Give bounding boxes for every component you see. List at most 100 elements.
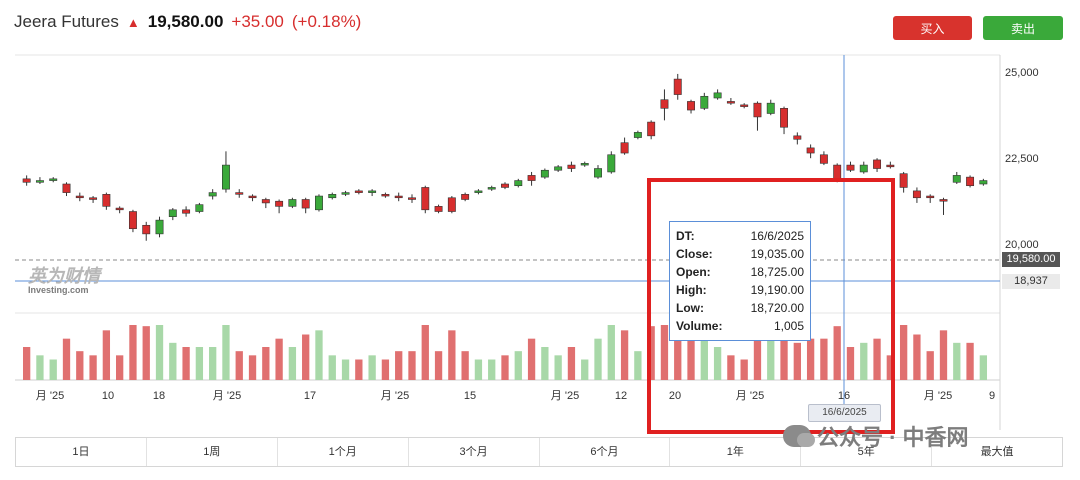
candle-body[interactable] — [806, 147, 815, 154]
candle-body[interactable] — [594, 168, 602, 178]
candle-body[interactable] — [235, 192, 244, 195]
candle-body[interactable] — [35, 180, 44, 183]
candle-body[interactable] — [580, 163, 589, 166]
candle-body[interactable] — [434, 206, 443, 212]
candle-body[interactable] — [740, 104, 749, 107]
candle-body[interactable] — [248, 195, 257, 199]
candle-body[interactable] — [886, 164, 895, 168]
candle-body[interactable] — [328, 194, 337, 199]
x-tick-label: 月 '25 — [381, 390, 409, 402]
candle-body[interactable] — [673, 78, 682, 95]
candle-body[interactable] — [222, 164, 230, 190]
candle-body[interactable] — [275, 200, 284, 207]
period-1d[interactable]: 1日 — [16, 438, 147, 466]
candle-body[interactable] — [713, 92, 722, 99]
candle-body[interactable] — [726, 101, 735, 104]
candle-body[interactable] — [49, 178, 58, 181]
candle-body[interactable] — [700, 95, 709, 109]
candle-body[interactable] — [447, 197, 456, 212]
candle-body[interactable] — [607, 154, 616, 173]
period-1y[interactable]: 1年 — [670, 438, 802, 466]
candle-body[interactable] — [208, 192, 217, 197]
candle-body[interactable] — [381, 194, 390, 197]
candle-body[interactable] — [952, 175, 961, 183]
candle-body[interactable] — [780, 108, 788, 128]
price-change-percent: (+0.18%) — [291, 12, 362, 31]
period-1w[interactable]: 1周 — [147, 438, 278, 466]
volume-bar — [315, 330, 323, 380]
candle-body[interactable] — [142, 224, 151, 235]
candle-body[interactable] — [687, 101, 695, 111]
candle-body[interactable] — [408, 197, 416, 200]
candle-body[interactable] — [301, 199, 310, 209]
candle-body[interactable] — [89, 197, 98, 200]
candle-body[interactable] — [793, 135, 802, 140]
candle-body[interactable] — [461, 194, 470, 200]
candle-body[interactable] — [487, 187, 496, 190]
period-5y[interactable]: 5年 — [801, 438, 933, 466]
volume-bar — [740, 359, 748, 380]
candle-body[interactable] — [647, 121, 656, 137]
candle-body[interactable] — [527, 175, 536, 181]
sell-button[interactable]: 卖出 — [983, 16, 1063, 40]
x-tick-label: 10 — [102, 390, 114, 402]
candle-body[interactable] — [873, 159, 882, 169]
candle-body[interactable] — [341, 192, 350, 195]
candle-body[interactable] — [620, 142, 629, 154]
candle-body[interactable] — [474, 190, 483, 193]
candle-body[interactable] — [979, 180, 988, 185]
volume-bar — [434, 351, 443, 380]
candle-body[interactable] — [819, 154, 828, 164]
candle-body[interactable] — [315, 195, 323, 211]
volume-bar — [700, 330, 708, 380]
candle-body[interactable] — [288, 199, 297, 207]
volume-bar — [581, 359, 589, 380]
candle-body[interactable] — [912, 190, 921, 199]
candle-body[interactable] — [62, 183, 71, 193]
candle-body[interactable] — [833, 164, 842, 180]
candle-body[interactable] — [22, 178, 31, 183]
candle-body[interactable] — [155, 219, 164, 235]
x-axis-ticks: 月 '25 10 18 月 '25 17 月 '25 15 月 '25 12 20 月 '25 16 月… — [36, 390, 995, 402]
period-3m[interactable]: 3个月 — [409, 438, 540, 466]
volume-bar — [209, 347, 217, 380]
candle-body[interactable] — [753, 102, 762, 118]
volume-bar — [727, 355, 735, 380]
period-6m[interactable]: 6个月 — [540, 438, 671, 466]
candle-body[interactable] — [514, 180, 523, 187]
candle-body[interactable] — [859, 164, 868, 173]
candle-body[interactable] — [567, 164, 576, 169]
candle-body[interactable] — [540, 169, 549, 178]
wechat-account-text: 公众号 · 中香网 — [817, 425, 969, 450]
candle-body[interactable] — [939, 199, 948, 202]
volume-bar — [979, 355, 988, 380]
candle-body[interactable] — [501, 183, 509, 188]
up-arrow-icon: ▲ — [126, 14, 140, 30]
candle-body[interactable] — [115, 207, 124, 211]
candle-body[interactable] — [102, 194, 111, 207]
candle-body[interactable] — [926, 195, 935, 199]
candle-body[interactable] — [368, 190, 377, 193]
period-max[interactable]: 最大值 — [980, 446, 1014, 458]
candle-body[interactable] — [554, 166, 563, 171]
candle-body[interactable] — [261, 199, 270, 204]
candle-body[interactable] — [168, 209, 177, 217]
candle-body[interactable] — [354, 190, 363, 193]
candle-body[interactable] — [394, 195, 403, 199]
candle-body[interactable] — [660, 99, 669, 109]
candle-body[interactable] — [195, 204, 204, 212]
candle-body[interactable] — [128, 211, 137, 230]
candle-body[interactable] — [846, 164, 855, 171]
candle-body[interactable] — [966, 176, 975, 187]
candle-body[interactable] — [899, 173, 908, 188]
tooltip-row-high: High: 19,190.00 — [676, 283, 804, 297]
candle-body[interactable] — [75, 195, 84, 199]
candle-body[interactable] — [421, 187, 430, 211]
candle-body[interactable] — [633, 132, 642, 138]
candle-body[interactable] — [182, 209, 191, 214]
volume-bar — [22, 347, 31, 380]
candle-body[interactable] — [766, 102, 775, 114]
buy-button[interactable]: 买入 — [893, 16, 972, 40]
period-1m[interactable]: 1个月 — [278, 438, 409, 466]
